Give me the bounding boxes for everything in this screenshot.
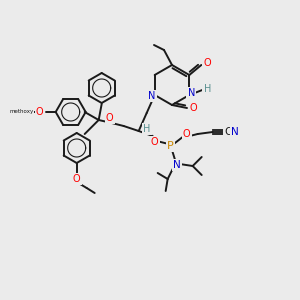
Text: N: N [173,160,181,170]
Text: P: P [167,141,174,151]
Text: methoxy: methoxy [10,110,34,115]
Text: O: O [106,113,113,123]
Text: O: O [189,103,197,113]
Text: O: O [36,107,44,117]
Text: O: O [203,58,211,68]
Text: O: O [73,174,80,184]
Text: N: N [188,88,195,98]
Text: O: O [183,129,190,139]
Text: H: H [204,84,211,94]
Text: O: O [151,137,158,147]
Text: N: N [148,91,155,101]
Text: N: N [231,127,239,137]
Text: H: H [143,124,150,134]
Text: C: C [224,127,231,137]
